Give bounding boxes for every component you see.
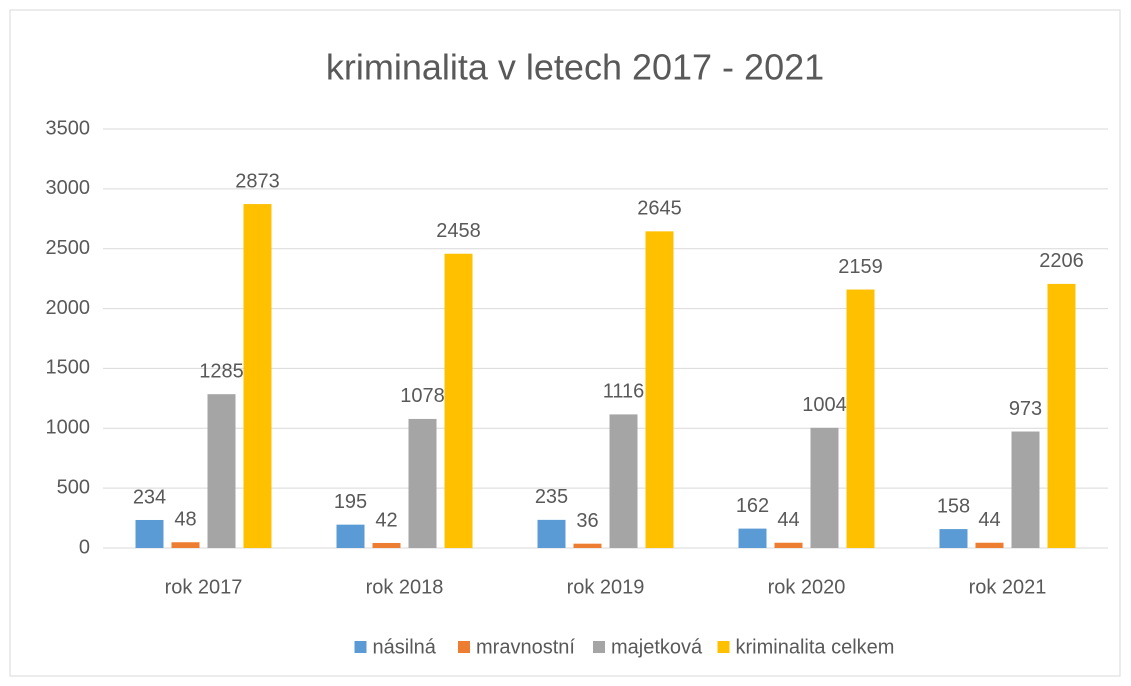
- bar: [774, 542, 803, 548]
- data-label: 44: [777, 509, 799, 531]
- legend-label: násilná: [373, 636, 437, 658]
- bar: [645, 231, 674, 548]
- data-label: 2645: [637, 198, 682, 220]
- bar: [336, 524, 365, 548]
- data-label: 162: [736, 495, 769, 517]
- data-label: 1116: [603, 381, 645, 403]
- data-label: 973: [1009, 398, 1042, 420]
- bar: [975, 542, 1004, 548]
- y-tick-label: 2000: [46, 297, 91, 319]
- x-tick-label: rok 2021: [969, 576, 1047, 598]
- legend-label: kriminalita celkem: [736, 636, 895, 658]
- legend-swatch: [717, 641, 730, 653]
- legend-label: majetková: [611, 636, 703, 658]
- x-tick-label: rok 2019: [567, 576, 645, 598]
- chart-frame: [9, 9, 1121, 677]
- bar: [846, 289, 875, 548]
- y-tick-label: 3500: [46, 117, 91, 139]
- bar: [609, 414, 638, 548]
- x-tick-label: rok 2017: [165, 576, 243, 598]
- data-label: 48: [174, 509, 196, 531]
- y-tick-label: 1500: [46, 357, 91, 379]
- legend-swatch: [593, 641, 605, 653]
- bar: [537, 519, 566, 548]
- legend-label: mravnostní: [476, 636, 575, 658]
- data-label: 44: [978, 509, 1000, 531]
- bar: [243, 204, 272, 548]
- chart-title: kriminalita v letech 2017 - 2021: [326, 47, 824, 88]
- data-label: 2206: [1039, 250, 1084, 272]
- bar: [573, 543, 602, 548]
- y-tick-label: 0: [79, 536, 90, 558]
- bar: [1047, 283, 1076, 548]
- data-label: 1004: [802, 394, 847, 416]
- bar: [207, 394, 236, 548]
- legend-swatch: [354, 641, 367, 653]
- data-label: 158: [937, 495, 970, 517]
- data-label: 42: [375, 509, 397, 531]
- x-tick-label: rok 2020: [768, 576, 846, 598]
- data-label: 2458: [436, 220, 481, 242]
- bar: [738, 528, 767, 548]
- data-label: 195: [334, 491, 367, 513]
- bar: [1011, 431, 1040, 548]
- y-tick-label: 1000: [46, 417, 91, 439]
- bar: [444, 253, 473, 548]
- y-tick-label: 2500: [46, 237, 91, 259]
- data-label: 2159: [838, 256, 883, 278]
- bar: [408, 418, 437, 548]
- data-label: 235: [535, 486, 568, 508]
- data-label: 36: [576, 510, 598, 532]
- x-tick-label: rok 2018: [366, 576, 444, 598]
- bar: [171, 542, 200, 548]
- data-label: 1285: [199, 360, 244, 382]
- bar: [810, 427, 839, 548]
- data-label: 234: [133, 486, 166, 508]
- data-label: 1078: [400, 385, 445, 407]
- data-label: 2873: [235, 170, 280, 192]
- bar: [939, 529, 968, 548]
- y-tick-label: 500: [57, 476, 90, 498]
- bar: [135, 519, 164, 548]
- legend-swatch: [458, 641, 470, 653]
- y-tick-label: 3000: [46, 177, 91, 199]
- bar: [372, 542, 401, 548]
